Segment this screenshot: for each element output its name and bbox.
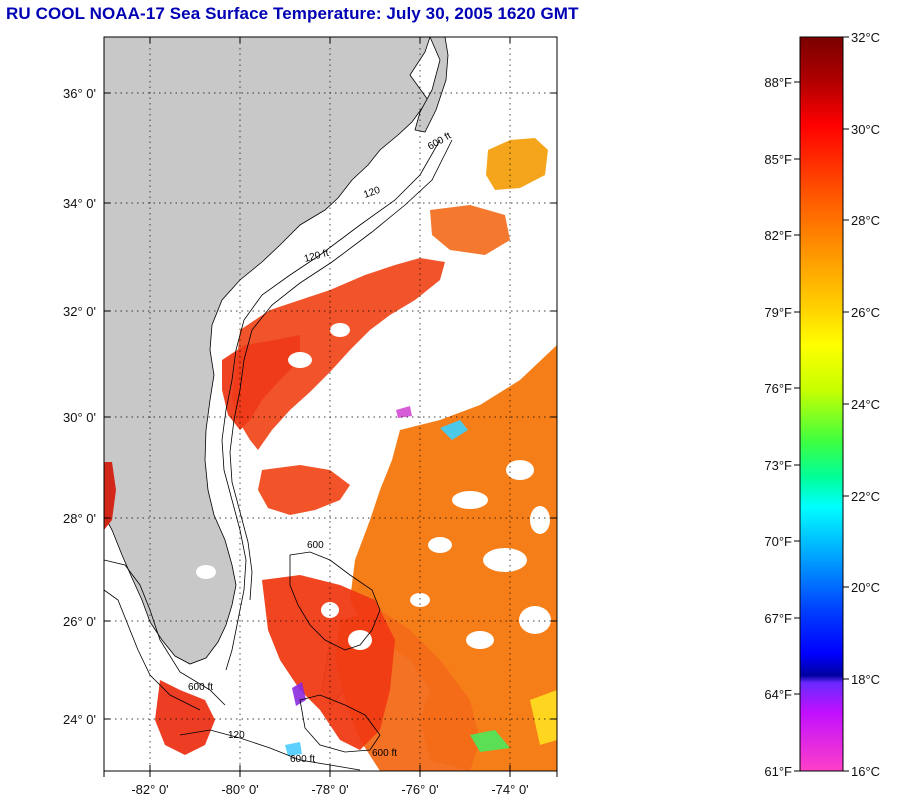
- celsius-label: 22°C: [851, 489, 880, 504]
- celsius-labels: 32°C 30°C 28°C 26°C 24°C 22°C 20°C 18°C …: [851, 30, 880, 779]
- celsius-label: 16°C: [851, 764, 880, 779]
- celsius-label: 32°C: [851, 30, 880, 45]
- isobath-label: 600 ft: [290, 754, 315, 765]
- fahrenheit-label: 70°F: [764, 534, 792, 549]
- lon-label: -82° 0': [131, 782, 168, 797]
- celsius-label: 26°C: [851, 305, 880, 320]
- map-title: RU COOL NOAA-17 Sea Surface Temperature:…: [6, 4, 579, 23]
- longitude-labels: -82° 0' -80° 0' -78° 0' -76° 0' -74° 0': [131, 782, 528, 797]
- fahrenheit-label: 61°F: [764, 764, 792, 779]
- fahrenheit-label: 82°F: [764, 228, 792, 243]
- fahrenheit-label: 64°F: [764, 687, 792, 702]
- lake-okeechobee: [196, 565, 216, 579]
- map-ticks: [103, 37, 558, 777]
- colorbar-gradient: [799, 36, 844, 772]
- sst-patch-yellow-northeast: [486, 138, 548, 190]
- lon-label: -78° 0': [311, 782, 348, 797]
- fahrenheit-label: 67°F: [764, 611, 792, 626]
- fahrenheit-label: 73°F: [764, 458, 792, 473]
- sst-patch-red-north: [232, 258, 445, 450]
- latitude-labels: 36° 0' 34° 0' 32° 0' 30° 0' 28° 0' 26° 0…: [63, 86, 96, 727]
- sst-patch-red-south: [258, 465, 350, 515]
- lat-label: 32° 0': [63, 304, 96, 319]
- fahrenheit-label: 79°F: [764, 305, 792, 320]
- celsius-label: 20°C: [851, 580, 880, 595]
- lon-label: -80° 0': [221, 782, 258, 797]
- fahrenheit-label: 76°F: [764, 381, 792, 396]
- sst-patch-red-gulf-edge: [104, 462, 116, 530]
- lat-label: 36° 0': [63, 86, 96, 101]
- graticule: [104, 37, 557, 771]
- fahrenheit-label: 88°F: [764, 75, 792, 90]
- fahrenheit-label: 85°F: [764, 152, 792, 167]
- sst-patch-orange-northeast: [430, 205, 510, 255]
- isobath-label: 120: [228, 730, 245, 741]
- sst-patch-red-bahamas: [262, 575, 395, 750]
- sst-patch-red-keys: [155, 680, 215, 755]
- celsius-label: 30°C: [851, 122, 880, 137]
- isobath-label: 600 ft: [372, 748, 397, 759]
- isobath-label: 600 ft: [188, 682, 213, 693]
- cool-fringes: [285, 406, 557, 756]
- isobath-label: 600: [307, 540, 324, 551]
- fahrenheit-labels: 88°F 85°F 82°F 79°F 76°F 73°F 70°F 67°F …: [764, 75, 792, 779]
- lat-label: 26° 0': [63, 614, 96, 629]
- celsius-label: 18°C: [851, 672, 880, 687]
- lon-label: -76° 0': [401, 782, 438, 797]
- cloud-gaps: [288, 323, 551, 650]
- lat-label: 24° 0': [63, 712, 96, 727]
- sst-patch-orange-east: [350, 345, 557, 771]
- outer-banks: [414, 37, 449, 133]
- lon-label: -74° 0': [491, 782, 528, 797]
- lat-label: 30° 0': [63, 410, 96, 425]
- colorbar: 32°C 30°C 28°C 26°C 24°C 22°C 20°C 18°C …: [764, 30, 880, 779]
- sst-patch-red-mid: [222, 335, 300, 430]
- lat-label: 28° 0': [63, 511, 96, 526]
- lat-label: 34° 0': [63, 196, 96, 211]
- celsius-label: 24°C: [851, 397, 880, 412]
- celsius-label: 28°C: [851, 213, 880, 228]
- land-mass: [104, 37, 431, 665]
